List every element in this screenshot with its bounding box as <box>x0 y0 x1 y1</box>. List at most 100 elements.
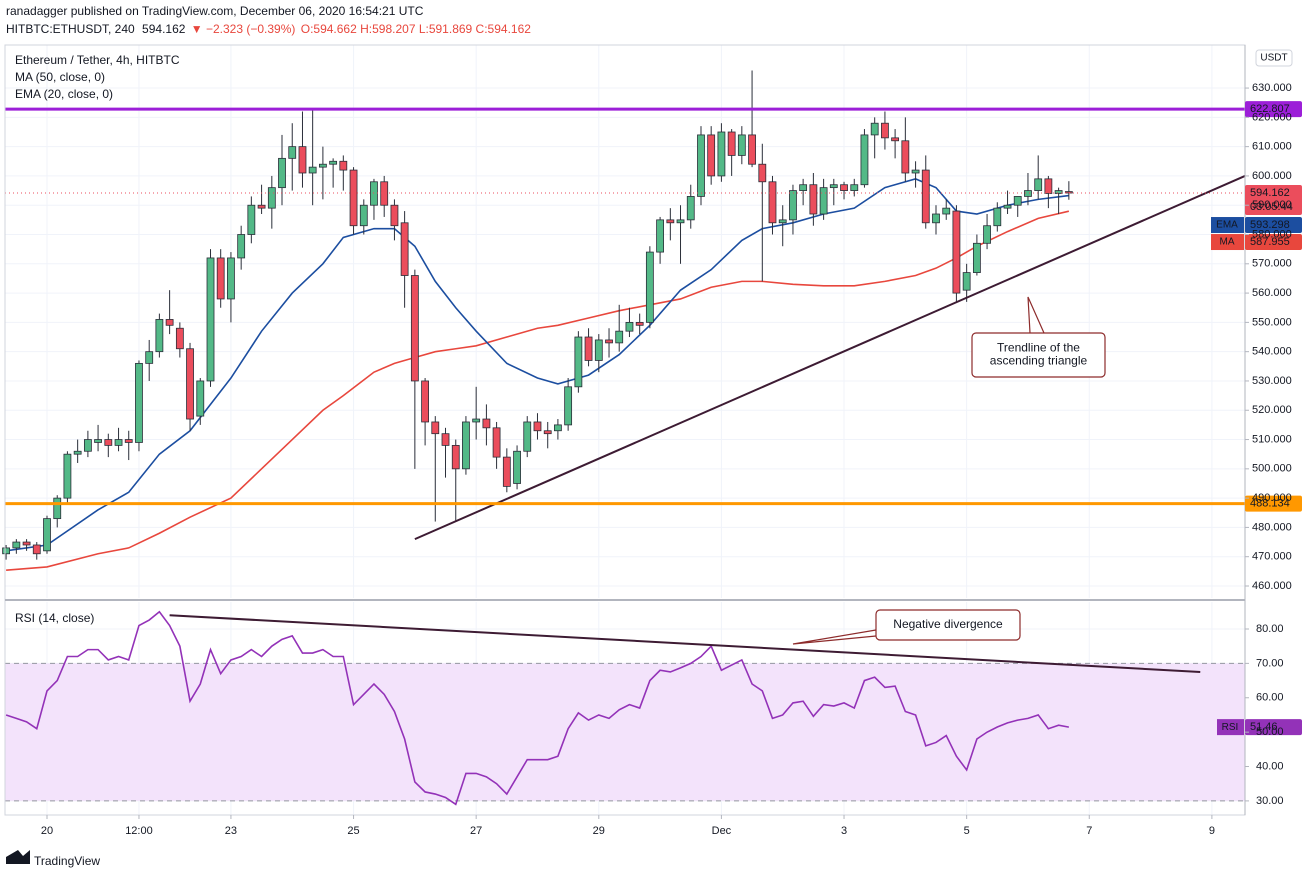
candle-body <box>523 421 532 452</box>
candle-body <box>298 146 307 174</box>
candle-body <box>778 219 787 224</box>
level-badge-box <box>1245 495 1302 512</box>
candle-body <box>329 160 338 165</box>
y-tick-label: 620.000 <box>1252 111 1292 123</box>
series-badge-tag <box>1211 217 1244 234</box>
x-tick-label: 20 <box>41 825 53 837</box>
rsi-title: RSI (14, close) <box>15 611 94 625</box>
series-badge-text: 593.298 <box>1250 219 1290 231</box>
candle-body <box>53 497 62 520</box>
y-tick-label: 80.00 <box>1256 623 1284 635</box>
callout-box <box>875 609 1021 641</box>
symbol-line: HITBTC:ETHUSDT, 240 594.162 ▼ −2.323 (−0… <box>6 22 531 36</box>
candle-body <box>625 321 634 332</box>
candle-body <box>983 225 991 244</box>
callout-text: Negative divergence <box>893 617 1003 631</box>
y-tick-label: 50.00 <box>1256 726 1284 738</box>
rsi-badge-name: RSI <box>1222 722 1239 733</box>
candle-body <box>410 275 419 382</box>
candle-body <box>186 348 194 420</box>
last-price-badge-text: 594.162 <box>1250 187 1290 199</box>
layer <box>5 107 1246 673</box>
candle-body <box>1024 190 1032 197</box>
candle-body <box>472 418 481 423</box>
candle-body <box>462 421 470 470</box>
candle-body <box>1003 204 1012 209</box>
currency-button-box[interactable] <box>1255 49 1293 67</box>
rsi-band <box>5 663 1245 801</box>
candle-body <box>380 181 389 206</box>
candle-body <box>155 319 164 353</box>
candle-body <box>216 257 225 300</box>
candle-body <box>615 330 624 344</box>
candle-body <box>870 122 879 136</box>
candle-body <box>390 204 399 227</box>
y-tick-label: 490.000 <box>1252 492 1292 504</box>
legend-entry: EMA (20, close, 0) <box>15 87 113 101</box>
candle-body <box>308 166 317 174</box>
candle-body <box>850 184 859 191</box>
callout-pointer <box>792 629 877 645</box>
y-tick-label: 540.000 <box>1252 346 1292 358</box>
symbol: HITBTC:ETHUSDT, 240 <box>6 22 135 36</box>
candle-body <box>676 219 685 224</box>
candle-body <box>63 453 72 499</box>
logo-icon <box>6 850 30 864</box>
candle-body <box>165 319 174 326</box>
level-badge-text: 622.807 <box>1250 103 1290 115</box>
candle-body <box>932 213 940 224</box>
y-tick-label: 60.00 <box>1256 692 1284 704</box>
candle-body <box>1044 178 1053 194</box>
candle-body <box>656 219 665 253</box>
x-tick-label: 5 <box>964 825 970 837</box>
candle-body <box>1013 196 1022 206</box>
candle-body <box>145 351 154 364</box>
series-badge-name: EMA <box>1216 220 1238 231</box>
candle-body <box>1064 191 1073 194</box>
candle-body <box>73 450 82 455</box>
price-change: ▼ −2.323 (−0.39%) <box>191 22 296 36</box>
y-tick-label: 630.000 <box>1252 82 1292 94</box>
candle-body <box>196 380 205 417</box>
candle-body <box>533 421 542 432</box>
candle-body <box>881 122 889 139</box>
rsi-badge-text: 51.46 <box>1250 721 1278 733</box>
candle-body <box>12 541 21 549</box>
x-tick-label: Dec <box>712 825 732 837</box>
candle-body <box>727 131 736 156</box>
series-badge-text: 587.955 <box>1250 236 1290 248</box>
badges: 622.807 488.134 594.162 03:05:44 EMA 593.298 M… <box>1211 101 1302 736</box>
candle-body <box>267 187 276 209</box>
candle-body <box>543 430 552 435</box>
candle-body <box>574 336 583 388</box>
candle-body <box>492 427 501 458</box>
candle-body <box>278 157 286 189</box>
chart-title: Ethereum / Tether, 4h, HITBTC <box>15 53 180 67</box>
candle-body <box>94 439 102 443</box>
x-tick-label: 27 <box>470 825 482 837</box>
y-tick-label: 580.000 <box>1252 228 1292 240</box>
x-tick-label: 3 <box>841 825 847 837</box>
candle-body <box>707 134 716 177</box>
candle-body <box>431 421 440 435</box>
candle-body <box>972 242 981 273</box>
candle-body <box>83 439 92 452</box>
candle-body <box>962 272 971 291</box>
callout-text: Trendline of the <box>997 341 1080 355</box>
candle-body <box>257 204 266 209</box>
y-tick-label: 70.00 <box>1256 657 1284 669</box>
candle-body <box>697 134 705 197</box>
y-tick-label: 480.000 <box>1252 521 1292 533</box>
candle-body <box>502 456 511 487</box>
candle-body <box>227 257 235 300</box>
x-tick-label: 29 <box>593 825 605 837</box>
candle-body <box>645 251 654 323</box>
currency-button[interactable]: USDT <box>1255 49 1293 67</box>
y-tick-label: 530.000 <box>1252 375 1292 387</box>
candle-body <box>175 327 184 350</box>
currency-button-label[interactable]: USDT <box>1260 53 1287 64</box>
candle-body <box>594 339 603 361</box>
candle-body <box>942 207 951 215</box>
series-badge-box <box>1245 234 1302 251</box>
candle-body <box>993 207 1002 227</box>
